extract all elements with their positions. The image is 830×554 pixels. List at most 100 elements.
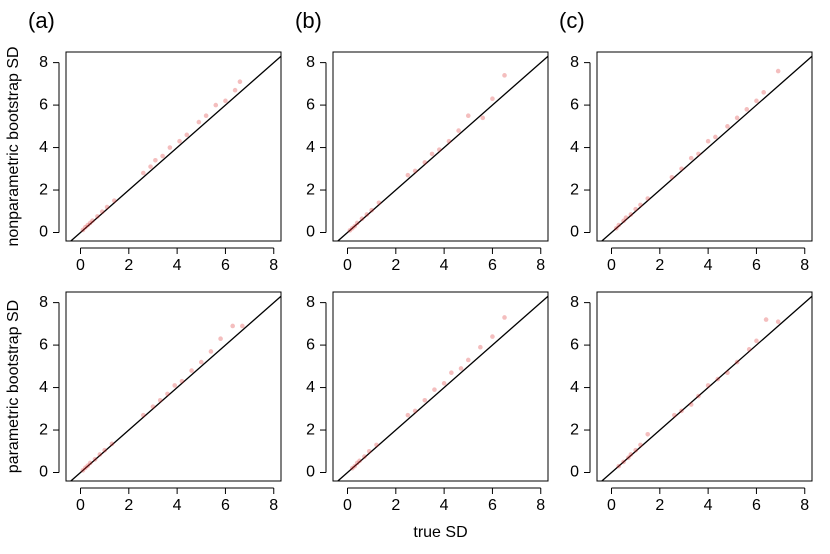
point (672, 412, 677, 418)
point (449, 370, 454, 375)
point (99, 209, 105, 214)
y-tick-label: 2 (39, 181, 48, 198)
point (150, 404, 156, 409)
point (688, 402, 694, 407)
x-tick-label: 8 (800, 257, 809, 274)
x-tick-label: 8 (269, 497, 278, 514)
point (85, 222, 91, 228)
point (614, 225, 619, 231)
y-tick-label: 2 (306, 421, 315, 438)
point (109, 441, 115, 447)
x-tick-label: 0 (343, 497, 352, 514)
x-tick-label: 2 (655, 257, 664, 274)
y-tick-label: 8 (570, 54, 579, 71)
point (112, 198, 117, 203)
point (90, 218, 95, 223)
y-tick-label: 2 (570, 181, 579, 198)
point (230, 323, 235, 329)
identity-line (337, 55, 549, 242)
point (352, 463, 358, 469)
point (196, 119, 202, 125)
point (104, 204, 110, 210)
point (626, 455, 631, 460)
point (165, 391, 170, 397)
point (502, 73, 507, 78)
point (633, 206, 638, 212)
point (713, 134, 718, 140)
plot-frame (332, 51, 549, 242)
x-tick-label: 6 (221, 497, 230, 514)
point (189, 368, 194, 373)
y-axis-label: nonparametric bootstrap SD (5, 46, 22, 246)
point (95, 214, 100, 219)
x-tick-label: 2 (124, 497, 133, 514)
point (478, 344, 483, 350)
y-tick-label: 0 (39, 224, 48, 241)
y-tick-label: 4 (39, 139, 48, 156)
y-tick-label: 8 (39, 294, 48, 311)
point (696, 393, 701, 399)
x-tick-label: 4 (173, 257, 182, 274)
point (179, 378, 185, 384)
x-tick-label: 4 (440, 257, 449, 274)
point (432, 387, 437, 392)
point (80, 468, 86, 473)
point (775, 319, 781, 325)
y-tick-label: 4 (39, 379, 48, 396)
point (167, 145, 173, 150)
y-tick-label: 4 (306, 379, 315, 396)
point (87, 220, 93, 226)
x-tick-label: 4 (173, 497, 182, 514)
point (83, 224, 88, 230)
point (80, 227, 86, 233)
point (422, 160, 428, 165)
point (746, 347, 752, 352)
point (679, 408, 684, 414)
point (218, 336, 223, 342)
point (92, 457, 98, 462)
point (87, 460, 93, 466)
point (490, 96, 495, 102)
point (458, 366, 464, 371)
x-tick-label: 8 (536, 257, 545, 274)
plot-frame (596, 291, 813, 482)
point (364, 212, 370, 217)
y-tick-label: 2 (570, 421, 579, 438)
x-tick-label: 0 (607, 497, 616, 514)
identity-line (70, 55, 282, 242)
point (465, 113, 471, 119)
point (436, 147, 442, 152)
y-tick-label: 6 (570, 336, 579, 353)
x-tick-label: 0 (607, 257, 616, 274)
point (102, 447, 107, 453)
point (350, 225, 355, 231)
point (754, 338, 759, 344)
point (715, 376, 721, 382)
y-tick-label: 2 (39, 421, 48, 438)
x-tick-label: 4 (704, 497, 713, 514)
point (725, 370, 730, 375)
point (172, 383, 178, 388)
point (645, 196, 651, 201)
point (490, 334, 495, 339)
y-tick-label: 0 (570, 464, 579, 481)
point (405, 412, 411, 418)
point (446, 138, 452, 144)
point (734, 359, 740, 365)
point (616, 463, 622, 469)
point (616, 222, 622, 228)
point (184, 132, 190, 138)
x-tick-label: 8 (536, 497, 545, 514)
point (148, 164, 153, 169)
point (352, 223, 358, 229)
x-tick-label: 0 (76, 497, 85, 514)
x-tick-label: 2 (124, 257, 133, 274)
y-tick-label: 0 (306, 464, 315, 481)
point (177, 138, 182, 144)
point (354, 460, 360, 466)
point (763, 317, 769, 322)
y-tick-label: 8 (39, 54, 48, 71)
x-tick-label: 8 (269, 257, 278, 274)
x-tick-label: 6 (488, 257, 497, 274)
identity-line (601, 55, 813, 242)
